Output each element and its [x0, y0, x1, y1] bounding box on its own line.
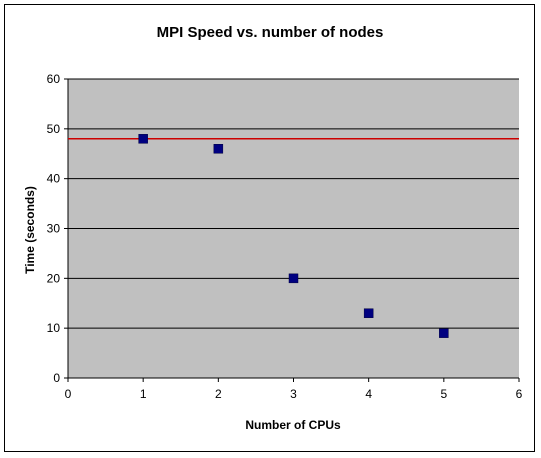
x-axis-title: Number of CPUs — [245, 418, 341, 432]
data-point-5 — [439, 328, 449, 338]
x-tick-label-5: 5 — [440, 387, 447, 401]
x-tick-label-1: 1 — [140, 387, 147, 401]
y-axis-title: Time (seconds) — [23, 186, 37, 274]
tick-labels: 0 10 20 30 40 50 60 0 1 2 3 4 5 6 — [47, 72, 523, 401]
axes — [64, 78, 520, 382]
x-tick-label-4: 4 — [365, 387, 372, 401]
y-tick-label-10: 10 — [47, 321, 61, 335]
y-tick-label-60: 60 — [47, 72, 61, 86]
y-tick-label-20: 20 — [47, 271, 61, 285]
x-tick-label-3: 3 — [290, 387, 297, 401]
y-tick-label-50: 50 — [47, 122, 61, 136]
data-point-4 — [363, 308, 374, 318]
data-points — [138, 134, 449, 338]
data-point-3 — [288, 273, 299, 284]
x-tick-label-0: 0 — [65, 387, 72, 401]
x-tick-label-2: 2 — [215, 387, 222, 401]
y-tick-label-0: 0 — [53, 371, 60, 385]
data-point-2 — [213, 144, 224, 154]
y-tick-label-40: 40 — [47, 172, 61, 186]
y-tick-label-30: 30 — [47, 222, 61, 236]
chart-title: MPI Speed vs. number of nodes — [157, 24, 384, 41]
x-tick-label-6: 6 — [516, 387, 523, 401]
data-point-1 — [138, 134, 148, 144]
